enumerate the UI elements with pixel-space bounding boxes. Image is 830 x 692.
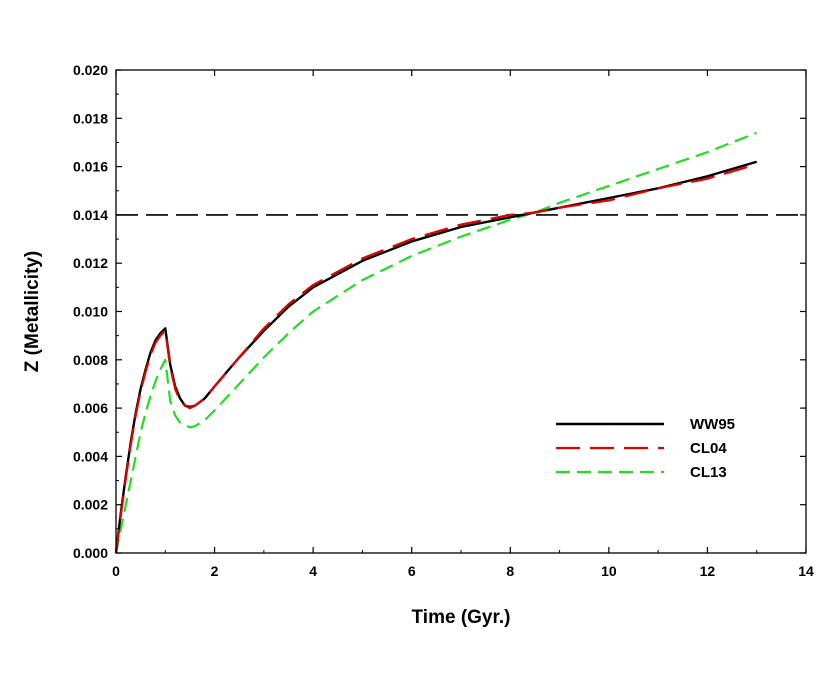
- series-line-cl04: [114, 163, 758, 554]
- legend: WW95 CL04 CL13: [556, 416, 735, 481]
- y-tick-label: 0.006: [73, 400, 108, 416]
- x-tick-label: 6: [408, 563, 416, 579]
- y-tick-label: 0.000: [73, 545, 108, 561]
- legend-label-ww95: WW95: [690, 416, 735, 433]
- x-tick-label: 12: [700, 563, 716, 579]
- x-tick-label: 14: [798, 563, 814, 579]
- x-tick-label: 10: [601, 563, 617, 579]
- y-axis-title: Z (Metallicity): [22, 251, 43, 372]
- y-tick-label: 0.004: [73, 448, 108, 464]
- y-tick-label: 0.012: [73, 255, 108, 271]
- y-tick-label: 0.014: [73, 207, 108, 223]
- y-tick-label: 0.008: [73, 352, 108, 368]
- y-tick-label: 0.002: [73, 497, 108, 513]
- legend-label-cl13: CL13: [690, 464, 727, 481]
- y-tick-label: 0.018: [73, 110, 108, 126]
- x-tick-label: 4: [309, 563, 317, 579]
- ticks-layer: 0 2 4 6 8 10 12 14 0.000 0.002 0.004 0.006 0.008 0.01…: [73, 62, 814, 579]
- x-axis-title: Time (Gyr.): [412, 607, 511, 628]
- y-tick-label: 0.010: [73, 304, 108, 320]
- series-line-cl13: [114, 131, 758, 554]
- series-line-ww95: [114, 160, 758, 554]
- series-layer: [114, 131, 758, 554]
- x-tick-label: 8: [506, 563, 514, 579]
- x-tick-label: 2: [211, 563, 219, 579]
- y-tick-label: 0.020: [73, 62, 108, 78]
- y-tick-label: 0.016: [73, 159, 108, 175]
- legend-label-cl04: CL04: [690, 440, 727, 457]
- x-tick-label: 0: [112, 563, 120, 579]
